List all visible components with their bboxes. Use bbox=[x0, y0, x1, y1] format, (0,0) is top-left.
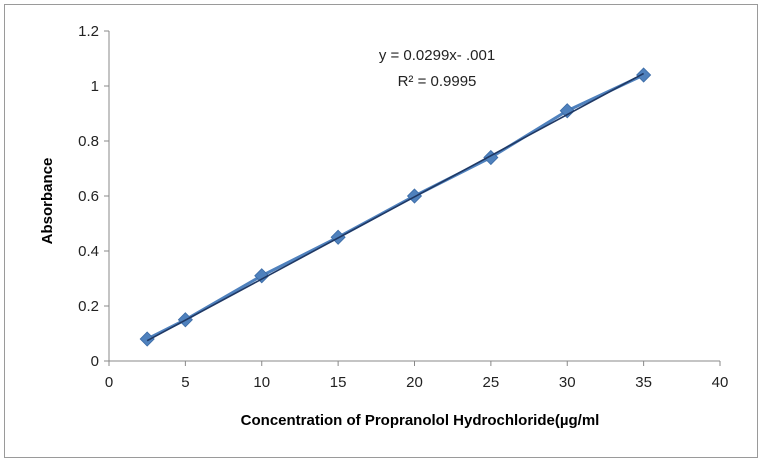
data-point-marker bbox=[636, 67, 652, 83]
x-tick-label: 35 bbox=[635, 374, 652, 391]
data-point-marker bbox=[139, 331, 155, 347]
x-axis-title: Concentration of Propranolol Hydrochlori… bbox=[241, 412, 600, 429]
x-tick-label: 10 bbox=[253, 374, 270, 391]
x-tick-label: 25 bbox=[483, 374, 500, 391]
x-tick-label: 15 bbox=[330, 374, 347, 391]
x-tick-label: 5 bbox=[181, 374, 189, 391]
y-tick-label: 1 bbox=[91, 78, 99, 95]
y-axis-title: Absorbance bbox=[39, 158, 56, 245]
trendline-group bbox=[146, 72, 645, 342]
equation-label: y = 0.0299x- .001 bbox=[379, 47, 495, 64]
y-tick-label: 0.6 bbox=[78, 188, 99, 205]
x-tick-label: 40 bbox=[712, 374, 729, 391]
x-axis-ticks: 0 5 10 15 20 25 30 35 40 bbox=[105, 361, 729, 391]
y-axis-ticks: 0 0.2 0.4 0.6 0.8 1 1.2 bbox=[78, 23, 109, 370]
y-tick-label: 0.4 bbox=[78, 243, 99, 260]
r-squared-label: R² = 0.9995 bbox=[398, 73, 477, 90]
data-point-marker bbox=[559, 103, 575, 119]
data-point-marker bbox=[254, 268, 270, 284]
x-tick-label: 30 bbox=[559, 374, 576, 391]
y-tick-label: 0.2 bbox=[78, 298, 99, 315]
y-tick-label: 0.8 bbox=[78, 133, 99, 150]
scatter-chart: 0 0.2 0.4 0.6 0.8 1 1.2 0 5 10 15 20 25 30 35 40 y = 0… bbox=[39, 23, 729, 429]
linear-trendline bbox=[146, 72, 645, 342]
x-tick-label: 20 bbox=[406, 374, 423, 391]
x-tick-label: 0 bbox=[105, 374, 113, 391]
y-tick-label: 1.2 bbox=[78, 23, 99, 40]
y-tick-label: 0 bbox=[91, 353, 99, 370]
chart-frame: 0 0.2 0.4 0.6 0.8 1 1.2 0 5 10 15 20 25 30 35 40 y = 0… bbox=[4, 4, 758, 458]
